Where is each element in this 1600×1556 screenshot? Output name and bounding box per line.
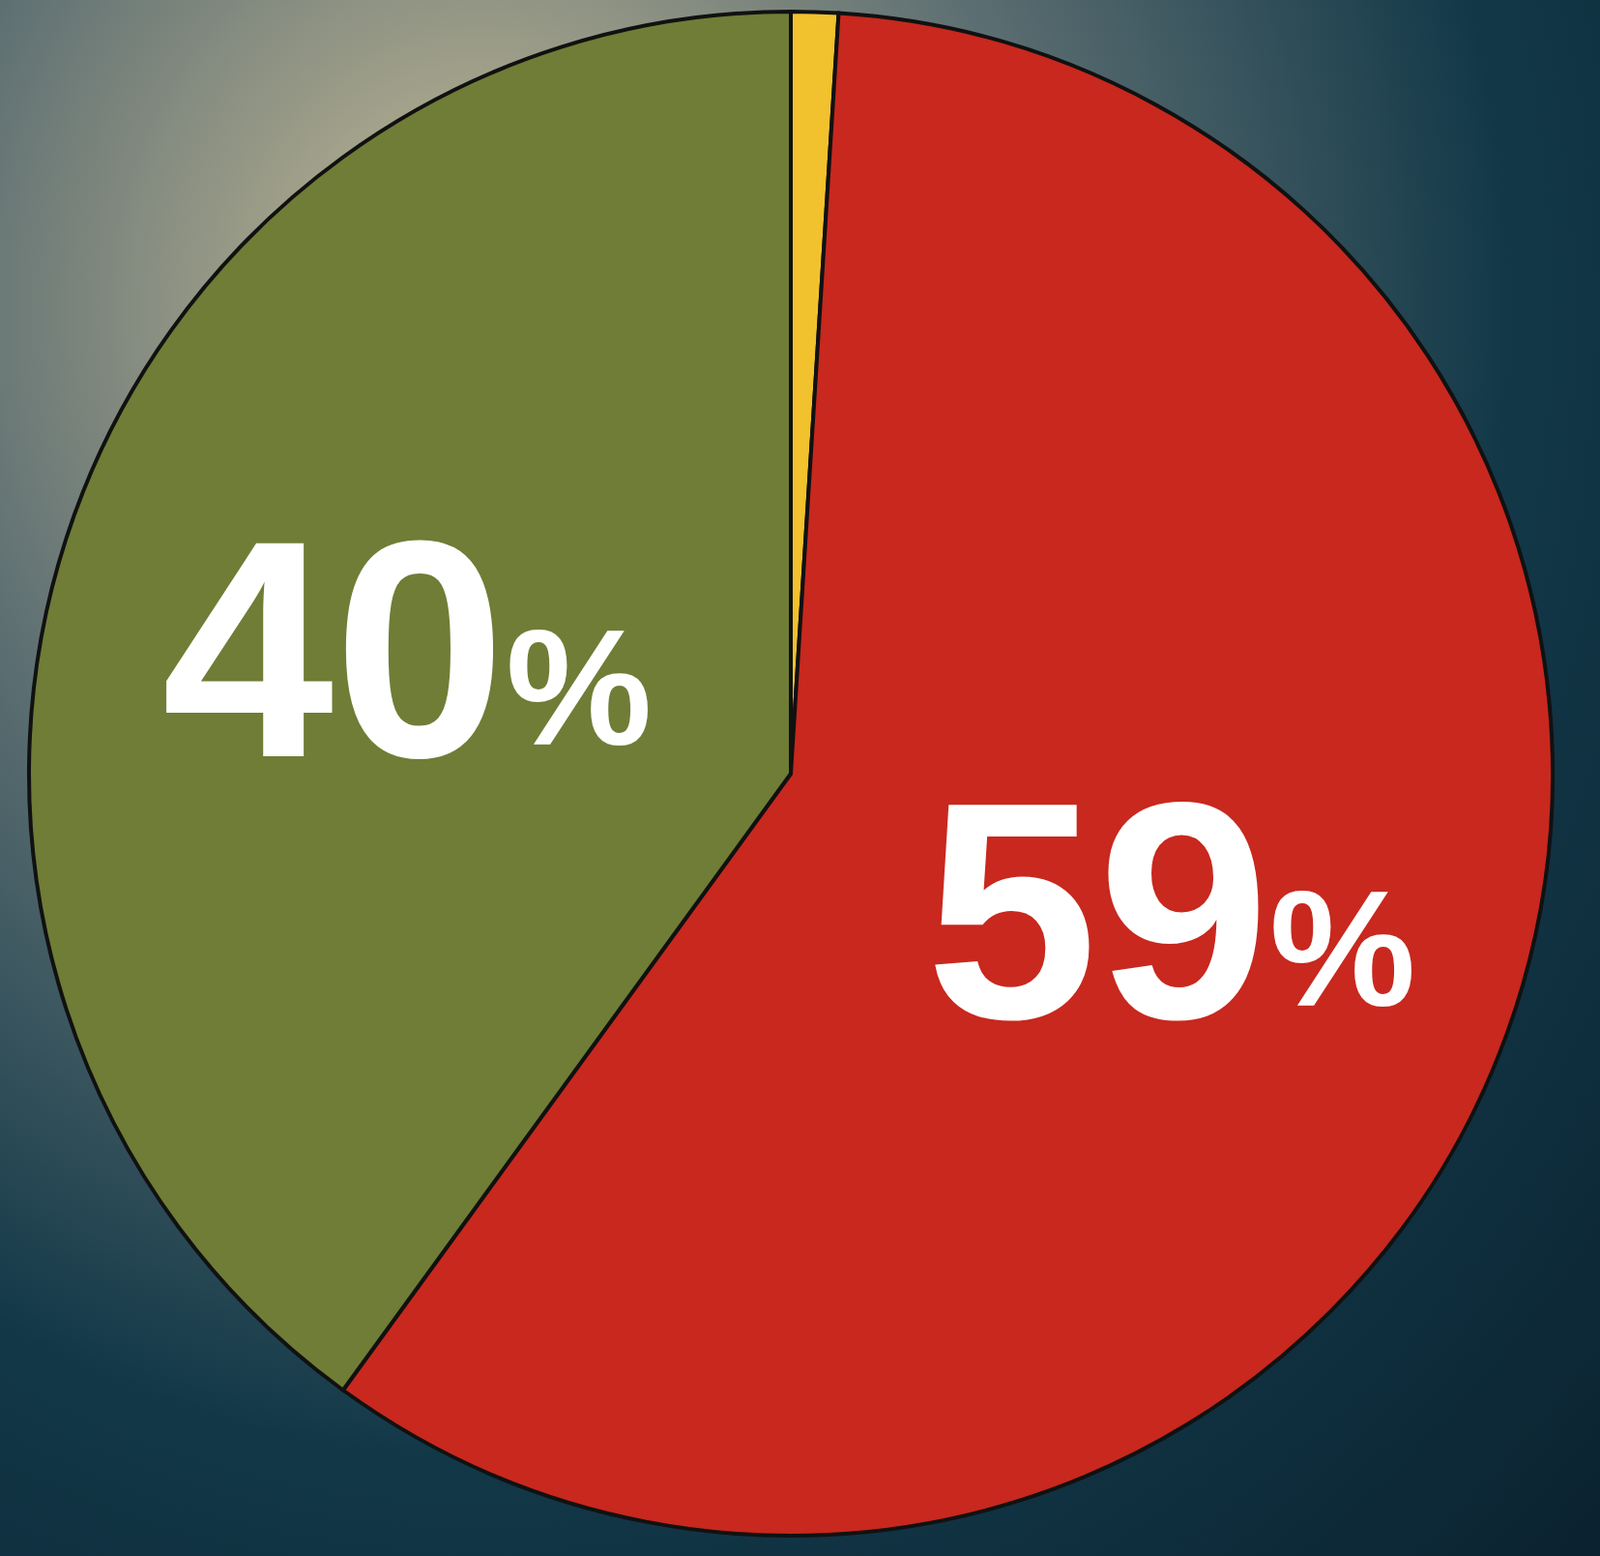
svg-text:40%: 40% — [161, 475, 652, 822]
svg-text:59%: 59% — [925, 736, 1416, 1083]
